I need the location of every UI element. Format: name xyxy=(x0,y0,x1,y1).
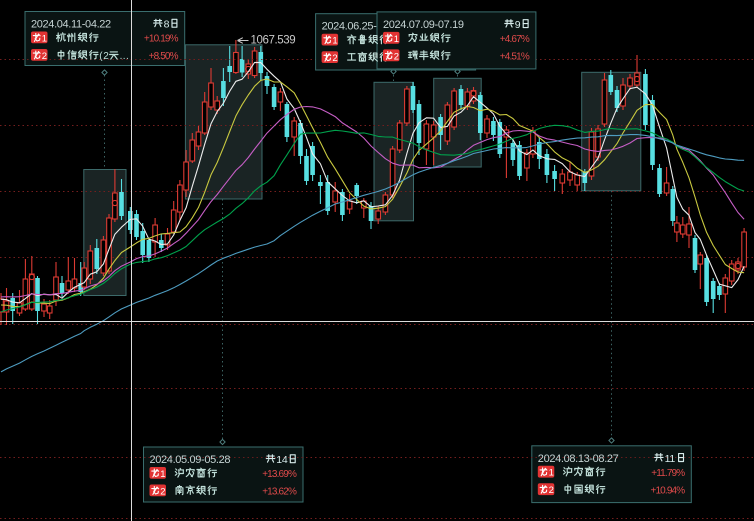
svg-text:+13.62%: +13.62% xyxy=(262,487,297,498)
svg-text:14: 14 xyxy=(276,454,288,466)
svg-text:1: 1 xyxy=(42,33,47,44)
svg-text:(: ( xyxy=(99,51,103,62)
svg-text:.: . xyxy=(123,51,126,62)
svg-text:2: 2 xyxy=(42,51,47,62)
svg-text:1: 1 xyxy=(394,34,399,45)
svg-text:2024.07.09-07.19: 2024.07.09-07.19 xyxy=(383,19,464,31)
svg-text:+8.50%: +8.50% xyxy=(149,51,179,62)
svg-text:2024.06.25-: 2024.06.25- xyxy=(322,21,378,33)
svg-text:+10.94%: +10.94% xyxy=(650,485,685,496)
svg-text:.: . xyxy=(126,51,129,62)
svg-text:11: 11 xyxy=(665,453,676,465)
svg-text:9: 9 xyxy=(515,19,521,31)
svg-text:+11.79%: +11.79% xyxy=(651,468,685,479)
svg-text:2: 2 xyxy=(332,53,337,64)
svg-text:2024.08.13-08.27: 2024.08.13-08.27 xyxy=(538,453,619,465)
svg-text:+13.69%: +13.69% xyxy=(262,469,297,480)
svg-text:+4.51%: +4.51% xyxy=(500,51,530,62)
svg-text:2: 2 xyxy=(394,51,399,62)
svg-text:2: 2 xyxy=(549,485,554,496)
svg-text:1067.539: 1067.539 xyxy=(251,35,296,47)
svg-text:.: . xyxy=(120,51,123,62)
svg-text:1: 1 xyxy=(332,36,337,47)
svg-text:+10.19%: +10.19% xyxy=(144,34,179,45)
svg-text:2: 2 xyxy=(160,486,165,497)
svg-text:2024.05.09-05.28: 2024.05.09-05.28 xyxy=(150,454,231,466)
svg-text:1: 1 xyxy=(549,468,554,479)
svg-text:2: 2 xyxy=(103,51,109,62)
svg-text:+4.67%: +4.67% xyxy=(500,34,530,45)
svg-text:8: 8 xyxy=(164,19,170,31)
svg-text:1: 1 xyxy=(160,469,165,480)
svg-text:2024.04.11-04.22: 2024.04.11-04.22 xyxy=(31,19,111,31)
